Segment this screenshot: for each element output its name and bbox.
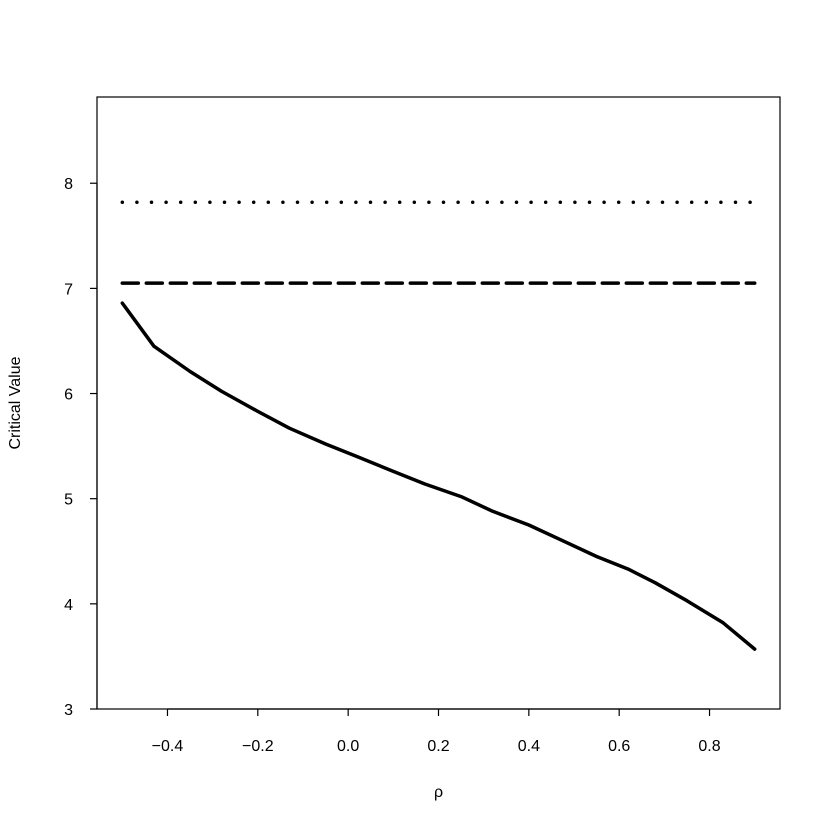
- x-tick-label: −0.4: [152, 738, 184, 755]
- series-layer: [120, 200, 757, 651]
- x-tick-label: 0.8: [698, 738, 720, 755]
- x-tick-label: 0.0: [337, 738, 359, 755]
- y-tick-label: 3: [64, 702, 73, 719]
- y-axis: 3 4 5 6 7 8: [64, 176, 98, 719]
- x-axis: −0.4 −0.2 0.0 0.2 0.4 0.6 0.8: [152, 708, 721, 755]
- plot-frame: [96, 96, 781, 710]
- x-tick-label: 0.2: [427, 738, 449, 755]
- x-tick-label: 0.6: [608, 738, 630, 755]
- y-axis-label: Critical Value: [7, 356, 24, 449]
- x-tick-label: −0.2: [242, 738, 274, 755]
- x-axis-label: ρ: [434, 784, 443, 801]
- x-tick-label: 0.4: [518, 738, 540, 755]
- y-tick-label: 7: [64, 281, 73, 298]
- y-tick-label: 6: [64, 387, 73, 404]
- y-tick-label: 5: [64, 492, 73, 509]
- y-tick-label: 4: [64, 597, 73, 614]
- series-line-solid: [120, 301, 757, 651]
- y-tick-label: 8: [64, 176, 73, 193]
